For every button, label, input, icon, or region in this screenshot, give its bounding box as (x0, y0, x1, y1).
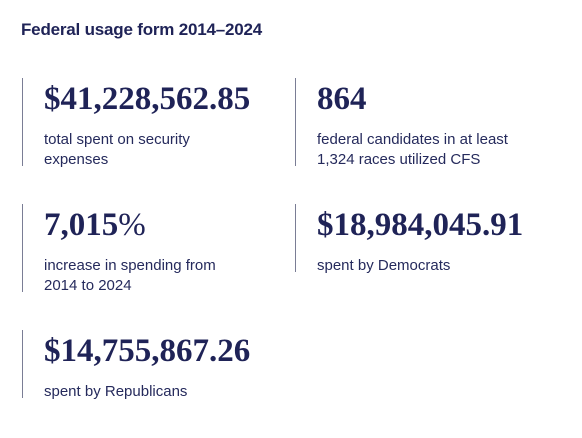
stat-value: $41,228,562.85 (44, 80, 272, 118)
stat-card: 864 federal candidates in at least 1,324 … (295, 78, 545, 168)
stat-card: 7,015% increase in spending from 2014 to … (22, 204, 272, 294)
stat-value: $14,755,867.26 (44, 332, 272, 370)
stat-card: $18,984,045.91 spent by Democrats (295, 204, 545, 274)
page-title: Federal usage form 2014–2024 (21, 20, 263, 39)
stat-number: $14,755,867.26 (44, 333, 251, 369)
stat-value: 7,015% (44, 206, 272, 244)
stat-label: increase in spending from 2014 to 2024 (44, 257, 216, 294)
stat-label: spent by Republicans (44, 383, 188, 400)
stat-unit: % (118, 207, 146, 243)
stat-card: $41,228,562.85 total spent on security ex… (22, 78, 272, 168)
stat-label: total spent on security expenses (44, 131, 190, 168)
stat-label: federal candidates in at least 1,324 rac… (317, 131, 508, 168)
stat-number: $41,228,562.85 (44, 81, 251, 117)
stat-number: 864 (317, 81, 367, 117)
stat-number: $18,984,045.91 (317, 207, 524, 243)
stat-number: 7,015 (44, 207, 119, 243)
stat-card: $14,755,867.26 spent by Republicans (22, 330, 272, 400)
stat-value: $18,984,045.91 (317, 206, 545, 244)
stat-label: spent by Democrats (317, 257, 451, 274)
stat-value: 864 (317, 80, 545, 118)
